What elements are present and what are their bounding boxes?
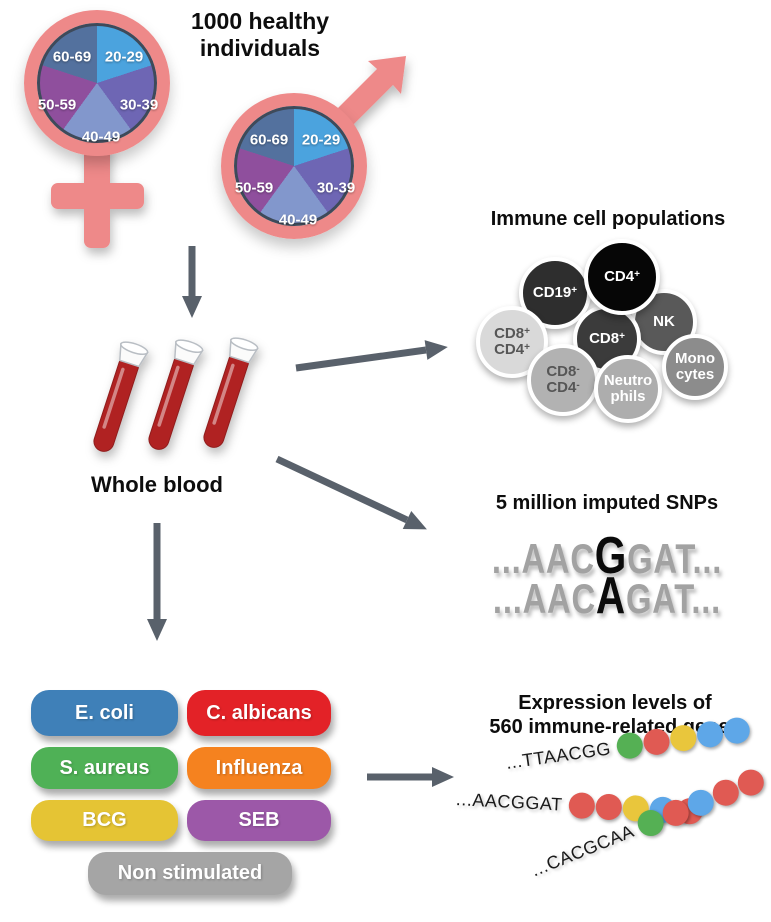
cell-label: phils (610, 388, 646, 405)
cell-label-sup: - (576, 380, 580, 391)
stimulus-label: E. coli (75, 701, 134, 724)
blood-tube (203, 337, 259, 448)
snp-seq-post: GAT... (627, 535, 723, 582)
cell-circle-cd4: CD4+ (584, 239, 660, 315)
cell-label: cytes (675, 366, 715, 383)
age-slice-label: 30-39 (119, 96, 159, 114)
cell-circle-monocytes: Mono cytes (662, 334, 728, 400)
snp-sequence-1: ...AACGGAT... (474, 530, 739, 582)
immune-populations-title: Immune cell populations (490, 208, 726, 230)
stimulus-label: BCG (82, 809, 127, 831)
blood-tube (148, 339, 204, 450)
female-age-pie: 20-29 30-39 40-49 50-59 60-69 (37, 23, 159, 146)
stimulus-influenza: Influenza (187, 747, 331, 789)
expression-dot-red (567, 791, 596, 820)
age-slice-label: 30-39 (316, 179, 356, 197)
expression-dot-green (614, 730, 645, 761)
cell-label-sup: + (524, 342, 530, 353)
age-slice-label: 50-59 (234, 179, 274, 197)
snp-sequence-2: ...AACAGAT... (474, 570, 739, 622)
age-slice-label: 40-49 (81, 128, 121, 146)
expression-dot-blue (694, 719, 725, 750)
snp-variant-allele: A (595, 567, 626, 625)
snp-seq-pre: ...AAC (491, 535, 595, 582)
stimulus-non-stimulated: Non stimulated (88, 852, 292, 895)
cell-label: CD4 (546, 379, 577, 396)
male-symbol-arrow (333, 56, 406, 129)
arrow-blood-to-immune-cells (295, 340, 448, 372)
expression-dot-red (594, 793, 623, 821)
male-age-pie: 20-29 30-39 40-49 50-59 60-69 (234, 106, 356, 229)
stimulus-e-coli: E. coli (31, 690, 178, 736)
snp-seq-pre: ...AAC (492, 575, 596, 622)
cell-label: CD8 (589, 330, 620, 348)
stimulus-label: SEB (238, 809, 280, 831)
expression-dot-yellow (668, 723, 698, 753)
cell-label: CD19 (532, 284, 572, 302)
stimulus-label: C. albicans (206, 701, 312, 724)
age-slice-label: 40-49 (278, 211, 318, 229)
stimulus-s-aureus: S. aureus (31, 747, 178, 789)
page-title: 1000 healthy individuals (160, 8, 360, 62)
snps-title: 5 million imputed SNPs (495, 492, 719, 514)
snp-variant-allele: G (594, 527, 628, 585)
cell-circle-cd8neg-cd4neg: CD8- CD4- (527, 344, 599, 416)
whole-blood-label: Whole blood (91, 472, 223, 497)
age-slice-label: 20-29 (104, 48, 144, 66)
expression-title-line-1: Expression levels of (518, 692, 712, 714)
arrow-blood-to-snps (275, 455, 427, 530)
gene-sequence: ...AACGGAT (455, 788, 564, 815)
stimulus-label: S. aureus (59, 756, 150, 779)
female-symbol-cross (51, 140, 144, 248)
cell-label: Mono (675, 350, 715, 368)
cell-label-sup: + (634, 269, 640, 281)
snp-seq-post: GAT... (625, 575, 722, 622)
cell-label-sup: + (524, 326, 530, 338)
age-slice-label: 60-69 (52, 48, 92, 66)
expression-dot-blue (721, 715, 752, 746)
stimulus-label: Non stimulated (117, 862, 263, 884)
blood-tubes (93, 337, 259, 452)
cell-label: CD4 (494, 341, 525, 358)
age-slice-label: 20-29 (301, 131, 341, 149)
stimulus-seb: SEB (187, 800, 331, 841)
expression-dot-red (641, 727, 671, 757)
stimulus-label: Influenza (215, 756, 303, 779)
cell-label-sup: + (571, 285, 578, 297)
age-slice-label: 50-59 (37, 96, 77, 114)
stimulus-c-albicans: C. albicans (187, 690, 331, 736)
cell-label: Neutro (603, 372, 653, 390)
cell-label: CD8 (546, 363, 577, 381)
title-line-1: 1000 healthy (190, 8, 330, 34)
cell-label-sup: - (576, 364, 580, 376)
cell-label-sup: + (619, 331, 625, 343)
cell-label: CD4 (604, 268, 635, 286)
cell-circle-neutrophils: Neutro phils (594, 355, 662, 423)
blood-tube (93, 341, 149, 452)
cell-label: CD8 (494, 325, 525, 343)
stimulus-bcg: BCG (31, 800, 178, 841)
title-line-2: individuals (199, 35, 321, 62)
cell-label: NK (653, 313, 675, 331)
age-slice-label: 60-69 (249, 131, 289, 149)
